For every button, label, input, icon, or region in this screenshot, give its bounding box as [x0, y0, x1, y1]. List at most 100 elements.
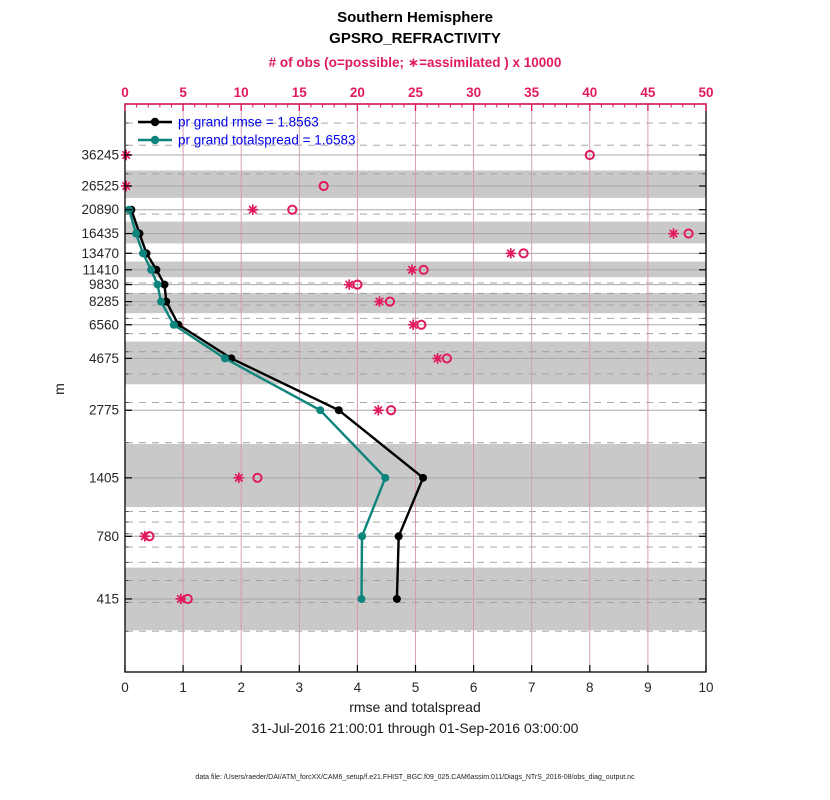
y-axis-label: m: [51, 383, 67, 395]
left-tick-label: 11410: [82, 262, 119, 277]
top-tick-label: 25: [408, 85, 424, 100]
x-axis-label: rmse and totalspread: [349, 699, 481, 715]
totalspread-point: [220, 354, 229, 363]
totalspread-point: [316, 406, 325, 415]
totalspread-point: [132, 229, 141, 238]
asterisk-stroke: [176, 594, 185, 604]
assimilated-asterisk-marker: [432, 352, 444, 364]
rmse-point: [394, 532, 403, 541]
top-tick-label: 15: [292, 85, 308, 100]
totalspread-point: [358, 532, 367, 541]
possible-obs-marker: [385, 405, 397, 416]
left-tick-label: 20890: [81, 202, 119, 217]
bottom-tick-label: 5: [412, 680, 420, 695]
asterisk-stroke: [374, 406, 383, 415]
asterisk-stroke: [234, 473, 243, 482]
totalspread-point: [157, 297, 166, 306]
left-tick-label: 9830: [89, 277, 119, 292]
totalspread-point: [139, 249, 148, 258]
asterisk-stroke: [433, 354, 442, 363]
assimilated-asterisk-marker: [175, 593, 187, 605]
legend: pr grand rmse = 1.8563 pr grand totalspr…: [138, 115, 356, 148]
top-tick-label: 40: [582, 85, 597, 100]
possible-obs-marker: [252, 472, 263, 483]
tick-labels: 0 1 2 3 4 5 6 7 8 9 100 5 10 15 20 25 30 35 40 45 5036245265…: [81, 85, 713, 695]
date-range-caption: 31-Jul-2016 21:00:01 through 01-Sep-2016…: [252, 720, 579, 736]
possible-obs-marker: [683, 228, 694, 239]
bottom-tick-label: 4: [354, 680, 362, 695]
top-tick-label: 30: [466, 85, 481, 100]
bottom-tick-label: 2: [237, 680, 245, 695]
chart-title: Southern Hemisphere: [337, 9, 493, 26]
data-file-footer: data file: /Users/raeder/DAI/ATM_forcXX/…: [195, 774, 635, 781]
left-tick-label: 1405: [89, 470, 119, 485]
legend-label-totalspread: pr grand totalspread = 1.6583: [178, 133, 356, 148]
totalspread-line-series: [125, 205, 390, 603]
rmse-point: [334, 406, 343, 415]
assimilated-asterisk-marker: [668, 228, 679, 240]
assimilated-asterisk-marker: [343, 279, 355, 291]
top-tick-label: 20: [350, 85, 365, 100]
left-tick-label: 13470: [81, 246, 119, 261]
assimilated-asterisk-marker: [372, 404, 384, 416]
assimilated-asterisk-marker: [374, 296, 385, 308]
rmse-point: [419, 473, 428, 482]
bottom-tick-label: 8: [586, 680, 594, 695]
bottom-tick-label: 0: [121, 680, 129, 695]
top-tick-label: 35: [524, 85, 540, 100]
top-tick-label: 5: [179, 85, 187, 100]
possible-obs-marker: [418, 264, 429, 275]
possible-obs-marker: [384, 296, 396, 307]
bottom-tick-label: 3: [296, 680, 304, 695]
totalspread-point: [169, 320, 178, 329]
data-series: [120, 149, 694, 605]
assimilated-asterisk-marker: [233, 472, 245, 484]
top-axis-label: # of obs (o=possible; ∗=assimilated ) x …: [269, 55, 562, 70]
asterisk-stroke: [407, 265, 417, 274]
totalspread-point: [147, 265, 156, 274]
top-tick-label: 10: [234, 85, 249, 100]
possible-obs-marker: [518, 248, 529, 259]
totalspread-point: [381, 473, 390, 482]
assimilated-asterisk-marker: [407, 319, 419, 331]
asterisk-stroke: [345, 280, 354, 289]
possible-obs-marker: [287, 204, 298, 215]
left-tick-label: 780: [96, 529, 119, 544]
totalspread-point: [153, 280, 162, 289]
bottom-tick-label: 10: [698, 680, 713, 695]
chart-subtitle: GPSRO_REFRACTIVITY: [329, 30, 501, 47]
assimilated-asterisk-marker: [406, 264, 418, 276]
asterisk-stroke: [140, 532, 149, 541]
assimilated-asterisk-marker: [505, 247, 517, 259]
left-tick-label: 2775: [89, 403, 119, 418]
bottom-tick-label: 7: [528, 680, 536, 695]
bottom-tick-label: 9: [644, 680, 652, 695]
rmse-point: [392, 594, 401, 603]
possible-obs-series: [144, 149, 694, 605]
gridlines: [126, 105, 705, 671]
assimilated-asterisk-marker: [139, 530, 151, 542]
asterisk-stroke: [375, 297, 384, 306]
left-tick-label: 415: [96, 591, 119, 606]
rmse-point: [160, 280, 169, 289]
bottom-tick-label: 1: [179, 680, 187, 695]
left-tick-label: 6560: [89, 317, 119, 332]
legend-marker-totalspread: [150, 135, 160, 145]
legend-marker-rmse: [150, 117, 160, 127]
asterisk-stroke: [248, 205, 257, 214]
possible-obs-marker: [318, 180, 329, 192]
left-tick-label: 16435: [81, 226, 119, 241]
legend-item-totalspread: pr grand totalspread = 1.6583: [138, 133, 356, 148]
asterisk-stroke: [506, 249, 515, 258]
legend-item-rmse: pr grand rmse = 1.8563: [138, 115, 319, 130]
left-tick-label: 8285: [89, 294, 119, 309]
top-tick-label: 50: [698, 85, 713, 100]
assimilated-asterisk-marker: [247, 204, 259, 216]
possible-obs-marker: [584, 149, 595, 161]
left-tick-label: 26525: [81, 179, 119, 194]
assimilated-obs-series: [120, 149, 679, 605]
totalspread-point: [357, 594, 366, 603]
tick-marks: [124, 104, 707, 672]
